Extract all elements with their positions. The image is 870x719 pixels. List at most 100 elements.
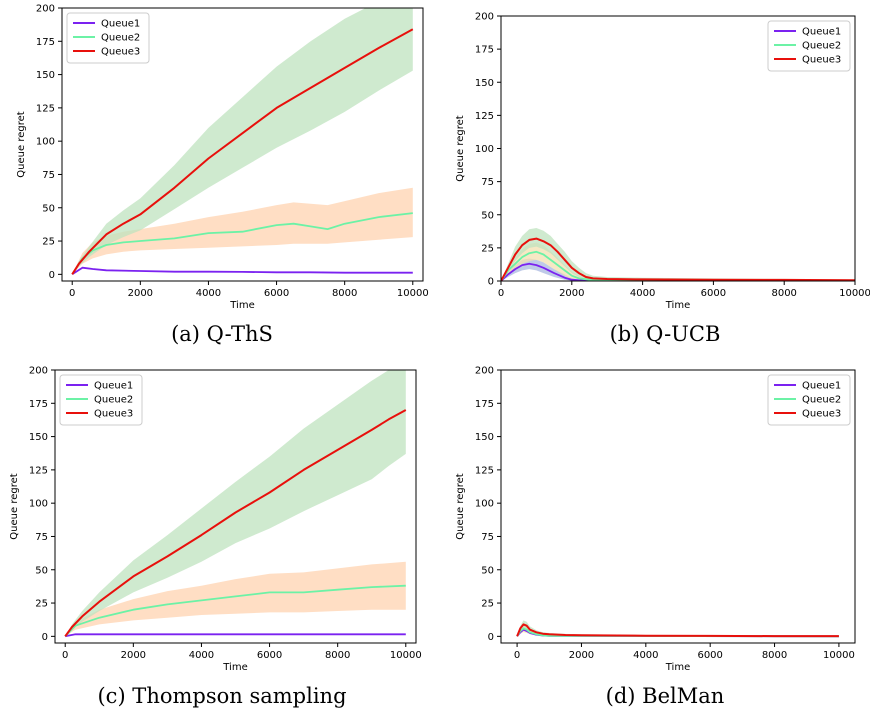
- plot-area-c: [64, 370, 407, 638]
- line-a-queue1: [71, 266, 413, 276]
- line-c-queue3: [64, 409, 407, 637]
- ytick-label-a-6: 150: [36, 70, 55, 81]
- legend-b: Queue1 Queue2 Queue3: [767, 20, 851, 72]
- plot-d: 0 2000 4000 6000 8000 10000 0 25 50 75 100 125 150 17…: [455, 366, 856, 673]
- xtick-label-b-3: 6000: [701, 288, 726, 299]
- ytick-label-a-3: 75: [42, 170, 55, 181]
- ytick-label-c-2: 50: [35, 565, 48, 576]
- legend-d: Queue1 Queue2 Queue3: [767, 374, 851, 426]
- ylabel-a: Queue regret: [16, 111, 27, 177]
- band-b-queue1: [501, 258, 855, 281]
- xtick-label-b-5: 10000: [839, 288, 870, 299]
- ytick-label-b-7: 175: [475, 45, 494, 56]
- plot-area-a: [71, 8, 414, 276]
- line-a-queue2: [71, 212, 413, 275]
- band-b-queue3: [501, 228, 855, 281]
- legend-label-c-queue2: Queue2: [94, 395, 133, 406]
- xtick-label-c-2: 4000: [189, 650, 214, 661]
- legend-a: Queue1 Queue2 Queue3: [66, 12, 150, 64]
- legend-label-d-queue3: Queue3: [802, 409, 841, 420]
- xtick-label-d-2: 4000: [633, 650, 658, 661]
- xtick-label-c-3: 6000: [257, 650, 282, 661]
- ytick-label-a-1: 25: [42, 237, 55, 248]
- line-c-queue2: [64, 584, 406, 637]
- ylabel-d: Queue regret: [455, 473, 466, 539]
- ytick-label-d-7: 175: [475, 399, 494, 410]
- band-c-queue2: [65, 561, 406, 637]
- legend-label-b-queue1: Queue1: [802, 27, 841, 38]
- xlabel-a: Time: [229, 300, 254, 311]
- ytick-label-b-8: 200: [475, 12, 494, 23]
- xtick-label-a-3: 6000: [264, 288, 289, 299]
- ytick-label-c-7: 175: [29, 399, 48, 410]
- xtick-label-d-5: 10000: [823, 650, 855, 661]
- ytick-label-c-6: 150: [29, 432, 48, 443]
- legend-label-b-queue3: Queue3: [802, 55, 841, 66]
- legend-label-a-queue2: Queue2: [101, 33, 140, 44]
- ytick-label-b-5: 125: [475, 111, 494, 122]
- ytick-label-b-4: 100: [475, 144, 494, 155]
- ytick-label-c-8: 200: [29, 366, 48, 377]
- line-a-queue3: [71, 28, 414, 275]
- legend-label-d-queue1: Queue1: [802, 381, 841, 392]
- ytick-label-b-0: 0: [488, 277, 494, 288]
- legend-label-c-queue3: Queue3: [94, 409, 133, 420]
- xlabel-d: Time: [665, 662, 690, 673]
- plot-frame-d: [500, 369, 856, 644]
- ytick-label-d-6: 150: [475, 432, 494, 443]
- caption-d: (d) BelMan: [605, 684, 725, 708]
- ytick-label-a-4: 100: [36, 137, 55, 148]
- line-c-queue1: [65, 633, 406, 638]
- xtick-label-c-1: 2000: [121, 650, 146, 661]
- xlabel-c: Time: [222, 662, 247, 673]
- ytick-label-b-1: 25: [481, 243, 494, 254]
- caption-c: (c) Thompson sampling: [97, 684, 347, 708]
- ytick-label-b-3: 75: [481, 177, 494, 188]
- band-c-queue3: [65, 370, 406, 637]
- xtick-label-b-2: 4000: [630, 288, 655, 299]
- ytick-label-d-8: 200: [475, 366, 494, 377]
- xlabel-b: Time: [665, 300, 690, 311]
- xtick-label-a-4: 8000: [332, 288, 357, 299]
- xtick-label-d-3: 6000: [697, 650, 722, 661]
- ytick-label-a-0: 0: [49, 270, 55, 281]
- ytick-label-d-2: 50: [481, 565, 494, 576]
- caption-a: (a) Q-ThS: [171, 322, 273, 346]
- legend-label-a-queue3: Queue3: [101, 47, 140, 58]
- plot-frame-c: [54, 369, 417, 644]
- xtick-label-d-4: 8000: [762, 650, 787, 661]
- ytick-label-d-1: 25: [481, 599, 494, 610]
- xtick-label-c-5: 10000: [390, 650, 422, 661]
- legend-label-d-queue2: Queue2: [802, 395, 841, 406]
- ytick-label-d-4: 100: [475, 499, 494, 510]
- legend-label-c-queue1: Queue1: [94, 381, 133, 392]
- xtick-label-a-0: 0: [69, 288, 75, 299]
- ytick-label-b-6: 150: [475, 78, 494, 89]
- band-d-queue3: [517, 620, 839, 637]
- ytick-label-b-2: 50: [481, 210, 494, 221]
- xtick-label-b-4: 8000: [771, 288, 796, 299]
- ytick-label-c-0: 0: [42, 632, 48, 643]
- caption-b: (b) Q-UCB: [609, 322, 721, 346]
- xtick-label-a-1: 2000: [128, 288, 153, 299]
- line-d-queue3: [516, 623, 839, 638]
- ytick-label-c-3: 75: [35, 532, 48, 543]
- xtick-label-b-1: 2000: [559, 288, 584, 299]
- plot-c: 0 2000 4000 6000 8000 10000 0 25 50 75 100 125 150 17…: [9, 366, 422, 674]
- ytick-label-a-2: 50: [42, 203, 55, 214]
- xtick-label-c-0: 0: [62, 650, 68, 661]
- plot-b: 0 2000 4000 6000 8000 10000 0 25 50 75 100 125 150 17…: [455, 12, 870, 312]
- ylabel-c: Queue regret: [9, 473, 20, 539]
- ytick-label-a-7: 175: [36, 37, 55, 48]
- xtick-label-d-0: 0: [514, 650, 520, 661]
- line-b-queue3: [501, 237, 855, 281]
- xtick-label-c-4: 8000: [325, 650, 350, 661]
- legend-c: Queue1 Queue2 Queue3: [59, 374, 143, 426]
- ytick-label-d-5: 125: [475, 465, 494, 476]
- ytick-label-a-5: 125: [36, 103, 55, 114]
- line-b-queue2: [501, 250, 855, 281]
- legend-label-a-queue1: Queue1: [101, 19, 140, 30]
- plot-frame-a: [61, 7, 424, 282]
- ytick-label-a-8: 200: [36, 4, 55, 15]
